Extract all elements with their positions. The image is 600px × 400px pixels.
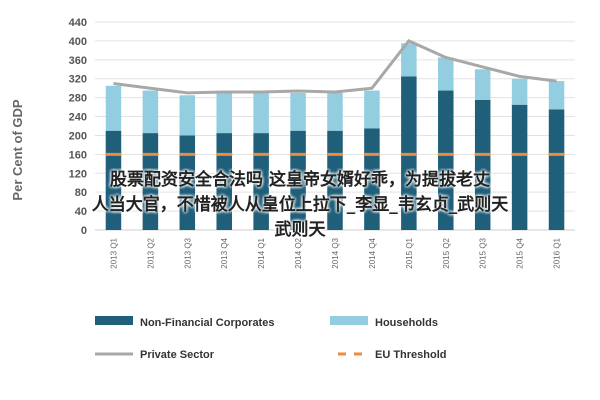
y-tick-label: 320 [69, 74, 87, 86]
bar-households [511, 78, 528, 105]
bar-non-financial-corporates [438, 90, 454, 230]
bar-households [216, 92, 232, 134]
x-axis-ticks: 2013 Q1 2013 Q2 2013 Q3 2013 Q4 2014 Q1 2014 … [109, 237, 561, 268]
bar-households [327, 92, 343, 131]
y-tick-label: 0 [81, 225, 87, 237]
y-tick-label: 400 [69, 36, 87, 48]
bar-non-financial-corporates [548, 109, 565, 230]
bar-households [142, 90, 159, 134]
x-tick-label: 2016 Q1 [553, 237, 562, 268]
bar-households [105, 85, 122, 131]
overlay-line-3: 武则天 [274, 220, 326, 240]
y-tick-label: 280 [69, 93, 87, 105]
y-tick-label: 440 [69, 17, 87, 29]
y-tick-label: 200 [69, 130, 87, 142]
y-tick-label: 80 [75, 187, 87, 199]
overlay-line-2: 人当大官，不惜被人从皇位上拉下_李显_韦玄贞_武则天 [91, 195, 509, 215]
legend-swatch-non-financial-corporates [95, 316, 133, 325]
y-tick-label: 360 [69, 55, 87, 67]
y-axis-label: Per Cent of GDP [10, 99, 25, 200]
line-private-sector [113, 39, 557, 95]
y-tick-label: 120 [69, 168, 87, 180]
bar-households [474, 69, 491, 100]
bar-households [548, 81, 565, 110]
bar-households [290, 92, 306, 131]
x-tick-label: 2015 Q2 [442, 237, 451, 268]
x-tick-label: 2013 Q1 [109, 237, 118, 268]
bar-households [364, 90, 380, 129]
y-tick-label: 40 [75, 206, 87, 218]
y-axis-ticks: 0 40 80 120 160 200 240 280 320 360 400 440 [69, 17, 87, 237]
x-tick-label: 2013 Q3 [183, 237, 192, 268]
bar-non-financial-corporates [216, 133, 232, 230]
bar-households [253, 92, 269, 134]
bar-non-financial-corporates [474, 100, 491, 230]
legend-label: Non-Financial Corporates [140, 317, 274, 329]
legend-label: EU Threshold [375, 349, 447, 361]
x-tick-label: 2015 Q3 [479, 237, 488, 268]
series-lines [105, 39, 565, 156]
x-tick-label: 2013 Q4 [220, 237, 229, 268]
bar-non-financial-corporates [179, 135, 196, 230]
legend: Non-Financial Corporates Households Privat… [95, 316, 447, 361]
y-tick-label: 240 [69, 112, 87, 124]
overlay-line-1: 股票配资安全合法吗 这皇帝女婿好乖，为提拔老丈 [110, 170, 490, 190]
x-tick-label: 2015 Q1 [405, 237, 414, 268]
x-tick-label: 2014 Q2 [294, 237, 303, 268]
x-tick-label: 2014 Q3 [331, 237, 340, 268]
legend-label: Households [375, 317, 438, 329]
watermark-overlay-text: 股票配资安全合法吗 这皇帝女婿好乖，为提拔老丈 人当大官，不惜被人从皇位上拉下_… [0, 168, 600, 243]
bar-households [179, 95, 196, 136]
bar-non-financial-corporates [511, 104, 528, 230]
legend-swatch-households [330, 316, 368, 325]
bar-non-financial-corporates [253, 133, 269, 230]
y-tick-label: 160 [69, 149, 87, 161]
bar-households [401, 43, 417, 77]
bar-households [438, 57, 454, 91]
x-tick-label: 2013 Q2 [146, 237, 155, 268]
legend-label: Private Sector [140, 349, 215, 361]
x-tick-label: 2014 Q4 [368, 237, 377, 268]
x-tick-label: 2015 Q4 [516, 237, 525, 268]
x-tick-label: 2014 Q1 [257, 237, 266, 268]
bar-non-financial-corporates [142, 133, 159, 230]
